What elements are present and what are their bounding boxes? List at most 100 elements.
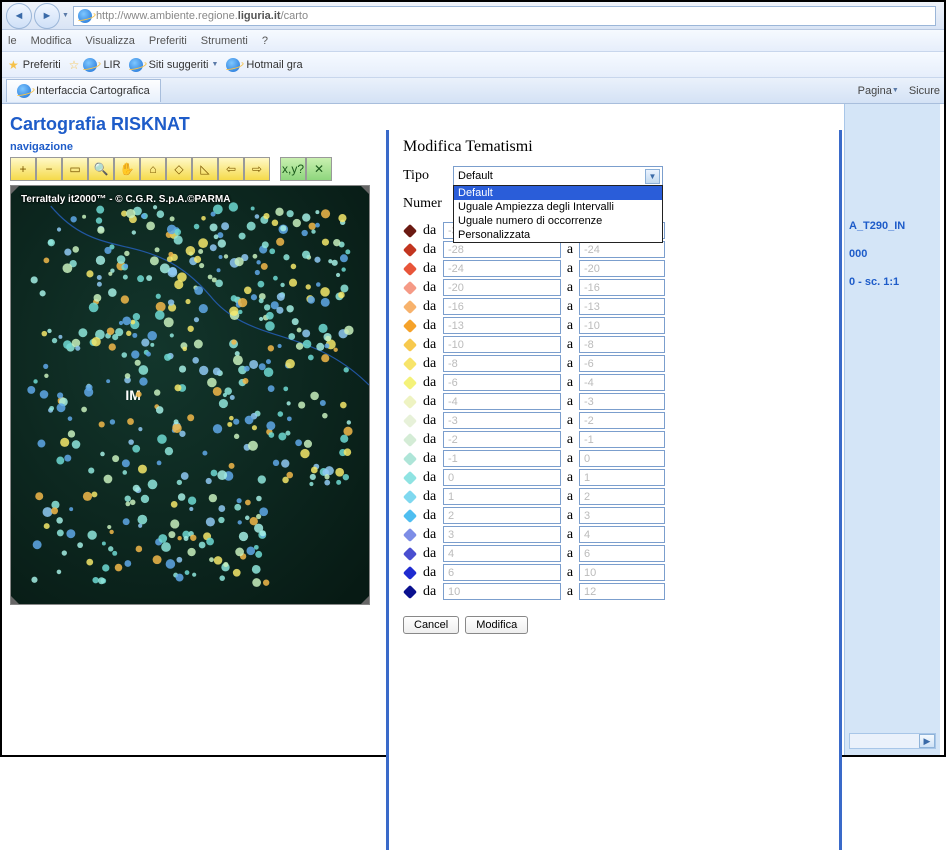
interval-list: da-35a-28da-28a-24da-24a-20da-20a-16da-1… <box>403 222 825 600</box>
tipo-option[interactable]: Uguale Ampiezza degli Intervalli <box>454 200 662 214</box>
to-input[interactable]: 10 <box>579 564 665 581</box>
map-tool-button[interactable]: − <box>36 157 62 181</box>
a-label: a <box>565 394 575 410</box>
da-label: da <box>423 584 439 600</box>
interval-row: da4a6 <box>403 545 825 562</box>
to-input[interactable]: -24 <box>579 241 665 258</box>
tipo-select[interactable]: Default ▼ <box>453 166 663 186</box>
menu-strumenti[interactable]: Strumenti <box>201 35 248 47</box>
from-input[interactable]: 1 <box>443 488 561 505</box>
to-input[interactable]: -10 <box>579 317 665 334</box>
to-input[interactable]: 1 <box>579 469 665 486</box>
a-label: a <box>565 299 575 315</box>
page-menu[interactable]: Pagina ▼ <box>858 85 899 97</box>
map-tool-button[interactable]: ⇦ <box>218 157 244 181</box>
map-tool-button[interactable]: ⇨ <box>244 157 270 181</box>
from-input[interactable]: -8 <box>443 355 561 372</box>
da-label: da <box>423 508 439 524</box>
color-swatch <box>403 375 417 389</box>
to-input[interactable]: -2 <box>579 412 665 429</box>
to-input[interactable]: -8 <box>579 336 665 353</box>
to-input[interactable]: -6 <box>579 355 665 372</box>
map-tool-button[interactable]: ◇ <box>166 157 192 181</box>
to-input[interactable]: -1 <box>579 431 665 448</box>
from-input[interactable]: 2 <box>443 507 561 524</box>
nav-forward-button[interactable]: ► <box>34 3 60 29</box>
fav-suggested-group[interactable]: ☆ LIR <box>69 58 121 72</box>
favorites-button[interactable]: ★ Preferiti <box>8 58 61 72</box>
tipo-label: Tipo <box>403 168 453 184</box>
from-input[interactable]: -4 <box>443 393 561 410</box>
tipo-option[interactable]: Default <box>454 186 662 200</box>
page-title: Cartografia RISKNAT <box>10 104 380 141</box>
to-input[interactable]: -13 <box>579 298 665 315</box>
favorites-bar: ★ Preferiti ☆ LIR Siti suggeriti ▼ Hotma… <box>2 52 944 78</box>
color-swatch <box>403 489 417 503</box>
modifica-button[interactable]: Modifica <box>465 616 528 634</box>
map-tool-button[interactable]: x,y? <box>280 157 306 181</box>
from-input[interactable]: -3 <box>443 412 561 429</box>
nav-history-dropdown[interactable]: ▼ <box>62 12 69 19</box>
fav-sites[interactable]: Siti suggeriti ▼ <box>129 58 219 72</box>
browser-tab[interactable]: Interfaccia Cartografica <box>6 79 161 102</box>
map-tool-button[interactable]: ✋ <box>114 157 140 181</box>
to-input[interactable]: 2 <box>579 488 665 505</box>
map-tool-button[interactable]: 🔍 <box>88 157 114 181</box>
map-toolbar: +−▭🔍✋⌂◇◺⇦⇨ x,y?✕ <box>10 157 380 181</box>
menu-file[interactable]: le <box>8 35 17 47</box>
interval-row: da-3a-2 <box>403 412 825 429</box>
from-input[interactable]: -1 <box>443 450 561 467</box>
interval-row: da2a3 <box>403 507 825 524</box>
from-input[interactable]: -6 <box>443 374 561 391</box>
to-input[interactable]: -3 <box>579 393 665 410</box>
interval-row: da-28a-24 <box>403 241 825 258</box>
from-input[interactable]: -20 <box>443 279 561 296</box>
menu-preferiti[interactable]: Preferiti <box>149 35 187 47</box>
from-input[interactable]: 6 <box>443 564 561 581</box>
address-bar[interactable]: http://www.ambiente.regione.liguria.it/c… <box>73 6 936 26</box>
from-input[interactable]: 0 <box>443 469 561 486</box>
color-swatch <box>403 337 417 351</box>
map-viewport[interactable]: IM TerraItaly it2000™ - © C.G.R. S.p.A.©… <box>10 185 370 605</box>
from-input[interactable]: -16 <box>443 298 561 315</box>
from-input[interactable]: -10 <box>443 336 561 353</box>
scroll-right-button[interactable]: ▶ <box>919 734 935 748</box>
color-swatch <box>403 584 417 598</box>
to-input[interactable]: 4 <box>579 526 665 543</box>
map-tool-button[interactable]: ✕ <box>306 157 332 181</box>
from-input[interactable]: -2 <box>443 431 561 448</box>
to-input[interactable]: -20 <box>579 260 665 277</box>
safety-menu[interactable]: Sicure <box>909 85 940 97</box>
map-tool-button[interactable]: + <box>10 157 36 181</box>
menu-help[interactable]: ? <box>262 35 268 47</box>
a-label: a <box>565 508 575 524</box>
from-input[interactable]: 10 <box>443 583 561 600</box>
cancel-button[interactable]: Cancel <box>403 616 459 634</box>
from-input[interactable]: -28 <box>443 241 561 258</box>
tipo-option[interactable]: Personalizzata <box>454 228 662 242</box>
fav-hotmail[interactable]: Hotmail gra <box>226 58 302 72</box>
nav-back-button[interactable]: ◄ <box>6 3 32 29</box>
to-input[interactable]: -4 <box>579 374 665 391</box>
to-input[interactable]: -16 <box>579 279 665 296</box>
from-input[interactable]: -24 <box>443 260 561 277</box>
map-tool-button[interactable]: ⌂ <box>140 157 166 181</box>
interval-row: da3a4 <box>403 526 825 543</box>
tipo-option[interactable]: Uguale numero di occorrenze <box>454 214 662 228</box>
to-input[interactable]: 6 <box>579 545 665 562</box>
menu-visualizza[interactable]: Visualizza <box>86 35 135 47</box>
map-tool-button[interactable]: ▭ <box>62 157 88 181</box>
menu-modifica[interactable]: Modifica <box>31 35 72 47</box>
to-input[interactable]: 3 <box>579 507 665 524</box>
from-input[interactable]: 3 <box>443 526 561 543</box>
map-tool-button[interactable]: ◺ <box>192 157 218 181</box>
interval-row: da-20a-16 <box>403 279 825 296</box>
from-input[interactable]: 4 <box>443 545 561 562</box>
from-input[interactable]: -13 <box>443 317 561 334</box>
interval-row: da-1a0 <box>403 450 825 467</box>
to-input[interactable]: 12 <box>579 583 665 600</box>
da-label: da <box>423 242 439 258</box>
to-input[interactable]: 0 <box>579 450 665 467</box>
interval-row: da10a12 <box>403 583 825 600</box>
horizontal-scrollbar[interactable]: ▶ <box>849 733 936 749</box>
